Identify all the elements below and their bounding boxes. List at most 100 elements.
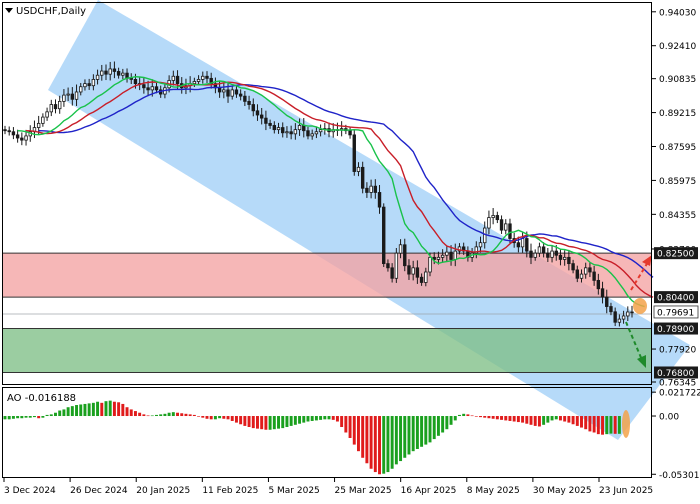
ao-bar — [112, 401, 116, 417]
svg-text:0.78900: 0.78900 — [657, 325, 694, 335]
ao-bar — [167, 412, 171, 417]
alligator-teeth-line — [25, 81, 654, 298]
candle — [251, 98, 255, 117]
alligator-jaw-line — [38, 83, 654, 278]
candle — [415, 260, 420, 284]
candle — [205, 71, 209, 83]
svg-text:0.77920: 0.77920 — [659, 346, 696, 356]
ao-bar — [369, 416, 373, 469]
price-panel-frame — [2, 2, 652, 385]
ao-panel-frame — [2, 387, 652, 478]
ao-bar — [386, 416, 390, 473]
candle — [609, 302, 613, 316]
candle — [533, 249, 537, 261]
ao-bar — [87, 403, 91, 417]
candle — [504, 219, 508, 235]
time-axis: 3 Dec 2024 26 Dec 2024 20 Jan 2025 11 Feb 2… — [3, 478, 653, 496]
candle — [104, 64, 108, 81]
svg-text:0.80400: 0.80400 — [657, 294, 694, 304]
svg-text:0.76800: 0.76800 — [657, 369, 694, 379]
ao-bar — [323, 416, 327, 420]
candle — [626, 306, 630, 322]
ao-bar — [256, 416, 259, 429]
ao-bar — [327, 416, 331, 420]
candle — [398, 239, 403, 259]
candle — [53, 99, 58, 114]
candle — [116, 67, 121, 79]
up-projection-arrow — [630, 261, 649, 291]
candle — [238, 89, 243, 101]
ao-bar — [344, 416, 348, 433]
candle — [15, 129, 20, 143]
svg-text:0.79691: 0.79691 — [657, 308, 694, 318]
ao-bar — [378, 416, 381, 475]
price-label-0.76800: 0.76800 — [654, 366, 698, 379]
ao-bar — [504, 416, 508, 421]
candle — [562, 250, 567, 266]
ao-bar — [331, 416, 335, 420]
price-tick-label: 0.94030 — [659, 8, 696, 18]
candles-layer — [3, 61, 634, 327]
time-tick-label: 16 Apr 2025 — [401, 486, 457, 496]
candle — [605, 289, 609, 314]
ao-bar — [424, 416, 428, 445]
ao-bar — [155, 414, 158, 417]
ao-bar — [222, 416, 226, 419]
candle — [584, 262, 588, 279]
resistance-zone — [2, 253, 652, 298]
candle — [285, 126, 289, 138]
candle — [449, 245, 453, 266]
ao-bar — [567, 416, 571, 423]
ao-bar — [45, 414, 49, 417]
chart-menu-triangle[interactable] — [5, 8, 13, 13]
ao-bar — [403, 416, 407, 458]
candle — [382, 203, 386, 268]
price-labels: 0.82500 0.80400 0.79691 0.78900 0.77920 0.768… — [652, 247, 699, 389]
ao-tick-label: 0.00 — [659, 413, 679, 423]
ao-bar — [352, 416, 356, 445]
ao-bar — [16, 416, 20, 419]
ao-bar — [180, 413, 184, 417]
candle — [529, 243, 533, 265]
candle — [259, 108, 264, 125]
candle — [192, 77, 197, 87]
ao-bar — [234, 416, 238, 423]
down-arrow-head — [637, 355, 646, 368]
candle — [36, 115, 41, 135]
candle — [386, 259, 390, 272]
ao-bar — [453, 416, 457, 421]
time-tick-label: 8 May 2025 — [467, 486, 520, 496]
projection-arrows — [625, 255, 652, 368]
ao-bar — [605, 416, 609, 435]
ao-bar — [28, 416, 32, 418]
candle — [550, 245, 554, 263]
ao-bar — [394, 416, 398, 465]
ao-bar — [533, 416, 537, 426]
ao-bar — [563, 416, 567, 422]
candle — [546, 248, 550, 262]
candle — [499, 215, 504, 234]
ao-current-highlight — [622, 410, 630, 438]
ao-bar — [20, 416, 24, 419]
candle — [264, 110, 268, 131]
candle — [491, 208, 495, 225]
ao-bar — [521, 416, 525, 423]
ao-bar — [192, 414, 196, 417]
candle — [360, 161, 365, 194]
ao-bar — [411, 416, 415, 452]
chart-title: USDCHF,Daily — [16, 6, 86, 17]
candle — [79, 82, 83, 96]
candle — [297, 118, 302, 136]
alligator-lips-line — [17, 75, 645, 308]
candle — [201, 71, 205, 84]
ao-bar — [62, 409, 66, 417]
ao-bar — [314, 416, 318, 421]
candle — [306, 126, 310, 140]
candle — [478, 236, 483, 253]
candle — [129, 73, 133, 85]
ao-bar — [512, 416, 516, 422]
candle — [403, 238, 407, 272]
time-tick-label: 26 Dec 2024 — [70, 486, 128, 496]
ao-bar — [302, 416, 306, 423]
